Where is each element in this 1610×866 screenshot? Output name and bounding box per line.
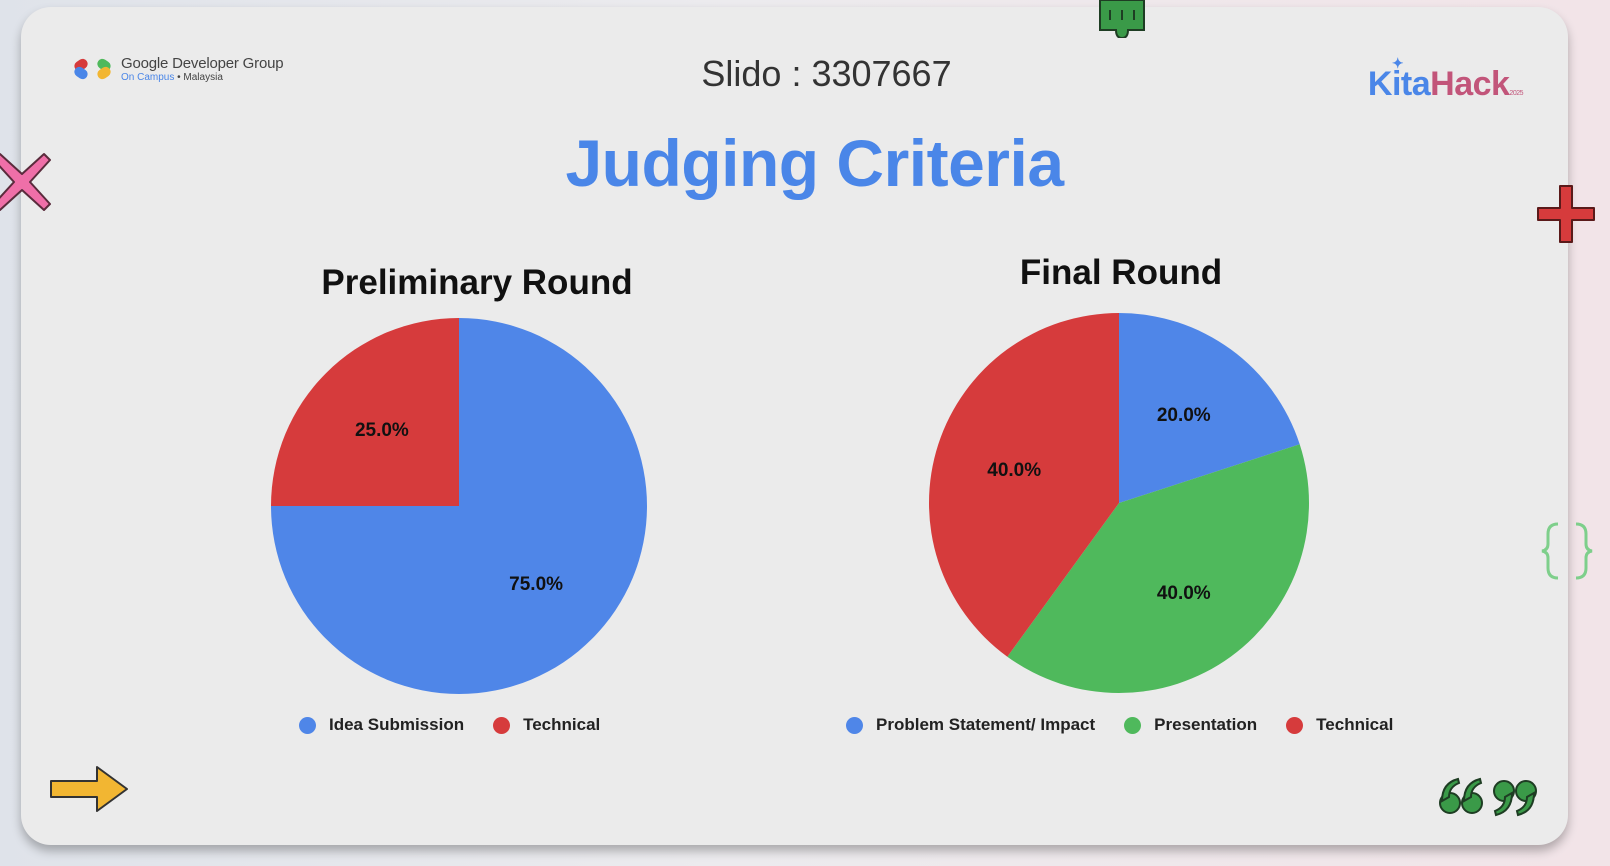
- slide: Google Developer Group On Campus • Malay…: [21, 0, 1568, 845]
- legend-swatch: [846, 716, 863, 734]
- brand-year: 2025: [1509, 90, 1523, 97]
- legend-item: Technical: [1286, 715, 1393, 735]
- chart-title-final: Final Round: [1019, 253, 1223, 292]
- sparkle-icon: ✦: [1391, 55, 1404, 71]
- legend-item: Presentation: [1124, 715, 1257, 735]
- org-name: Google Developer Group: [121, 54, 284, 72]
- pie-slice-technical: [271, 318, 459, 506]
- x-icon: [0, 153, 51, 211]
- pie-slice-problem-statement-impact: [1119, 313, 1300, 503]
- legend-label: Idea Submission: [329, 715, 465, 734]
- pie-chart-preliminary: 75.0% 25.0%: [271, 318, 647, 694]
- org-sub-country: • Malaysia: [177, 71, 223, 83]
- legend-label: Presentation: [1154, 715, 1258, 734]
- quote-marks-icon: [1439, 777, 1537, 817]
- legend-preliminary: Idea Submission Technical: [299, 715, 600, 735]
- legend-label: Technical: [1316, 715, 1394, 734]
- braces-icon: [1541, 522, 1593, 580]
- pie-data-label: 25.0%: [355, 420, 409, 441]
- pie-data-label: 40.0%: [1157, 583, 1211, 604]
- org-sub-campus: On Campus: [121, 71, 175, 83]
- legend-final: Problem Statement/ Impact Presentation Tec…: [846, 715, 1393, 735]
- pie-data-label: 75.0%: [509, 574, 563, 595]
- slido-code: Slido : 3307667: [701, 53, 952, 94]
- pie-slice-technical: [929, 313, 1119, 657]
- legend-item: Problem Statement/ Impact: [846, 715, 1095, 735]
- legend-item: Idea Submission: [299, 715, 464, 735]
- legend-item: Technical: [493, 715, 600, 735]
- arrow-right-icon: [50, 766, 128, 812]
- gdg-logo-block: Google Developer Group On Campus • Malay…: [71, 54, 284, 83]
- pie-data-label: 20.0%: [1157, 405, 1211, 426]
- legend-label: Problem Statement/ Impact: [876, 715, 1096, 734]
- legend-swatch: [299, 716, 316, 734]
- legend-swatch: [1286, 716, 1304, 734]
- kitahack-logo: ✦ KitaHack2025: [1367, 55, 1524, 104]
- pie-chart-final: 20.0% 40.0% 40.0%: [929, 313, 1309, 693]
- brand-part-b: Hack: [1430, 65, 1510, 103]
- chart-title-preliminary: Preliminary Round: [321, 263, 633, 302]
- legend-label: Technical: [523, 715, 601, 734]
- gdg-logo-icon: [74, 58, 111, 80]
- puzzle-icon: [1099, 0, 1145, 38]
- pie-data-label: 40.0%: [987, 460, 1041, 481]
- legend-swatch: [493, 716, 511, 734]
- page-title: Judging Criteria: [565, 126, 1064, 200]
- brand-part-a: Kita: [1367, 65, 1431, 103]
- pie-slice-presentation: [1007, 444, 1309, 693]
- legend-swatch: [1124, 716, 1142, 734]
- plus-icon: [1537, 185, 1595, 243]
